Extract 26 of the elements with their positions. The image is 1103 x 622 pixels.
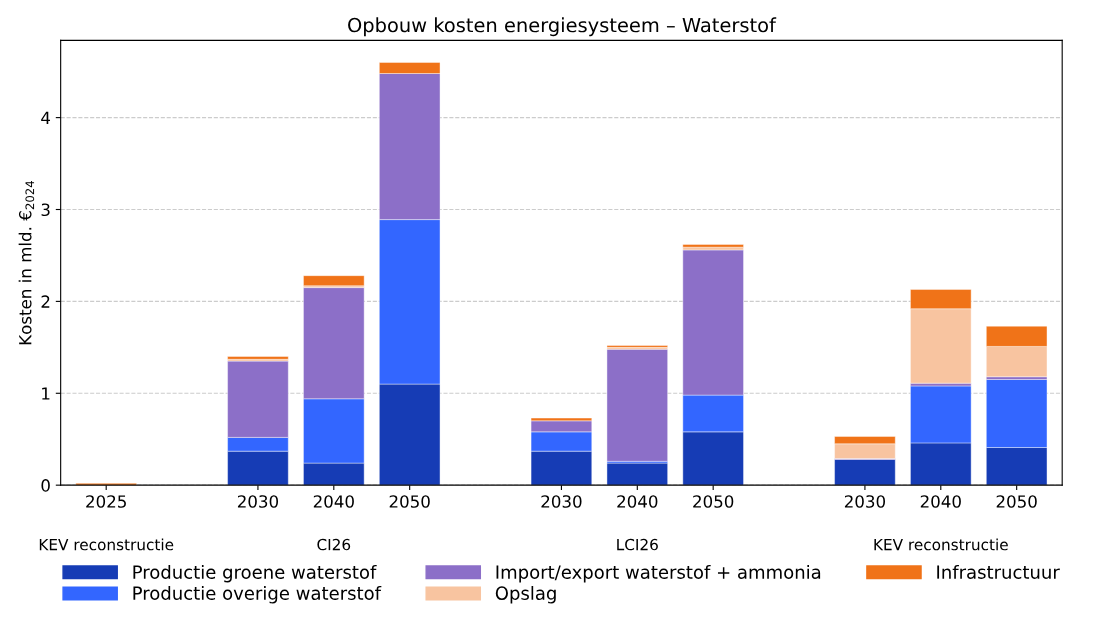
x-tick-label: 2030 (237, 495, 279, 508)
y-tick-label: 0 (41, 479, 50, 492)
legend-label: Infrastructuur (937, 564, 1060, 579)
y-tick-label: 4 (41, 111, 51, 124)
x-tick-label: 2040 (920, 495, 961, 508)
x-tick-label: 2050 (389, 495, 430, 508)
y-tick-label: 3 (41, 203, 50, 217)
x-tick-label: 2040 (313, 495, 354, 508)
legend-label: Import/export waterstof + ammonia (496, 564, 821, 583)
legend-label: Opslag (495, 586, 556, 604)
legend-label: Productie groene waterstof (133, 564, 377, 583)
x-tick-label: 2025 (86, 495, 126, 508)
x-tick-label: 2030 (844, 495, 886, 508)
y-axis-title: Kosten in mld. €$_{2024}$ (18, 181, 35, 345)
chart-title: Opbouw kosten energiesysteem – Waterstof (348, 17, 777, 37)
y-tick-label: 2 (41, 295, 50, 308)
text: KEV reconstructie (39, 538, 174, 551)
text: LCI26 (617, 538, 658, 551)
x-tick-label: 2050 (693, 495, 734, 508)
legend-label: Productie overige waterstof (133, 586, 382, 604)
x-tick-label: 2030 (541, 495, 582, 508)
y-tick-label: 1 (42, 387, 50, 400)
x-tick-label: 2050 (996, 495, 1037, 508)
text: KEV reconstructie (874, 538, 1008, 551)
x-tick-label: 2040 (617, 495, 658, 508)
text: CI26 (317, 538, 351, 551)
